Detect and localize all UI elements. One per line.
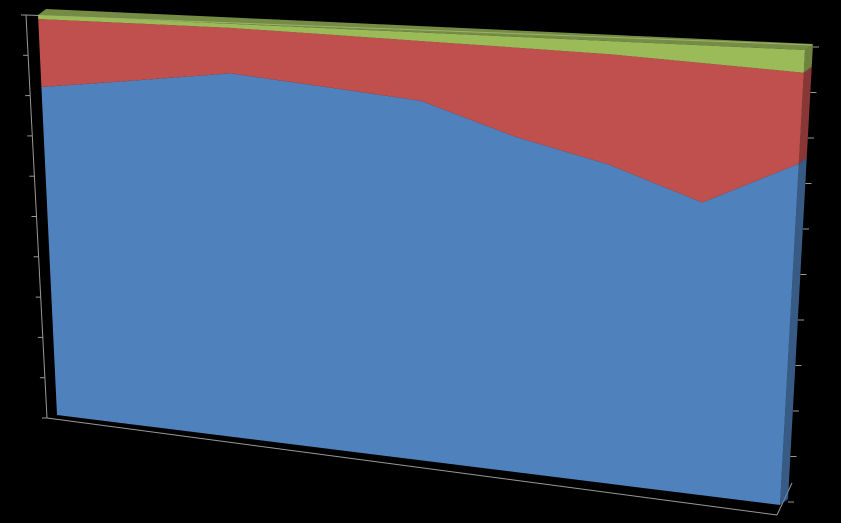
- area-side: [803, 44, 813, 73]
- area-top: [38, 9, 813, 50]
- area: [38, 15, 805, 73]
- area: [38, 19, 804, 203]
- area-side: [798, 66, 812, 164]
- area-side: [780, 157, 807, 505]
- area: [41, 73, 799, 506]
- floor-edge: [46, 417, 778, 516]
